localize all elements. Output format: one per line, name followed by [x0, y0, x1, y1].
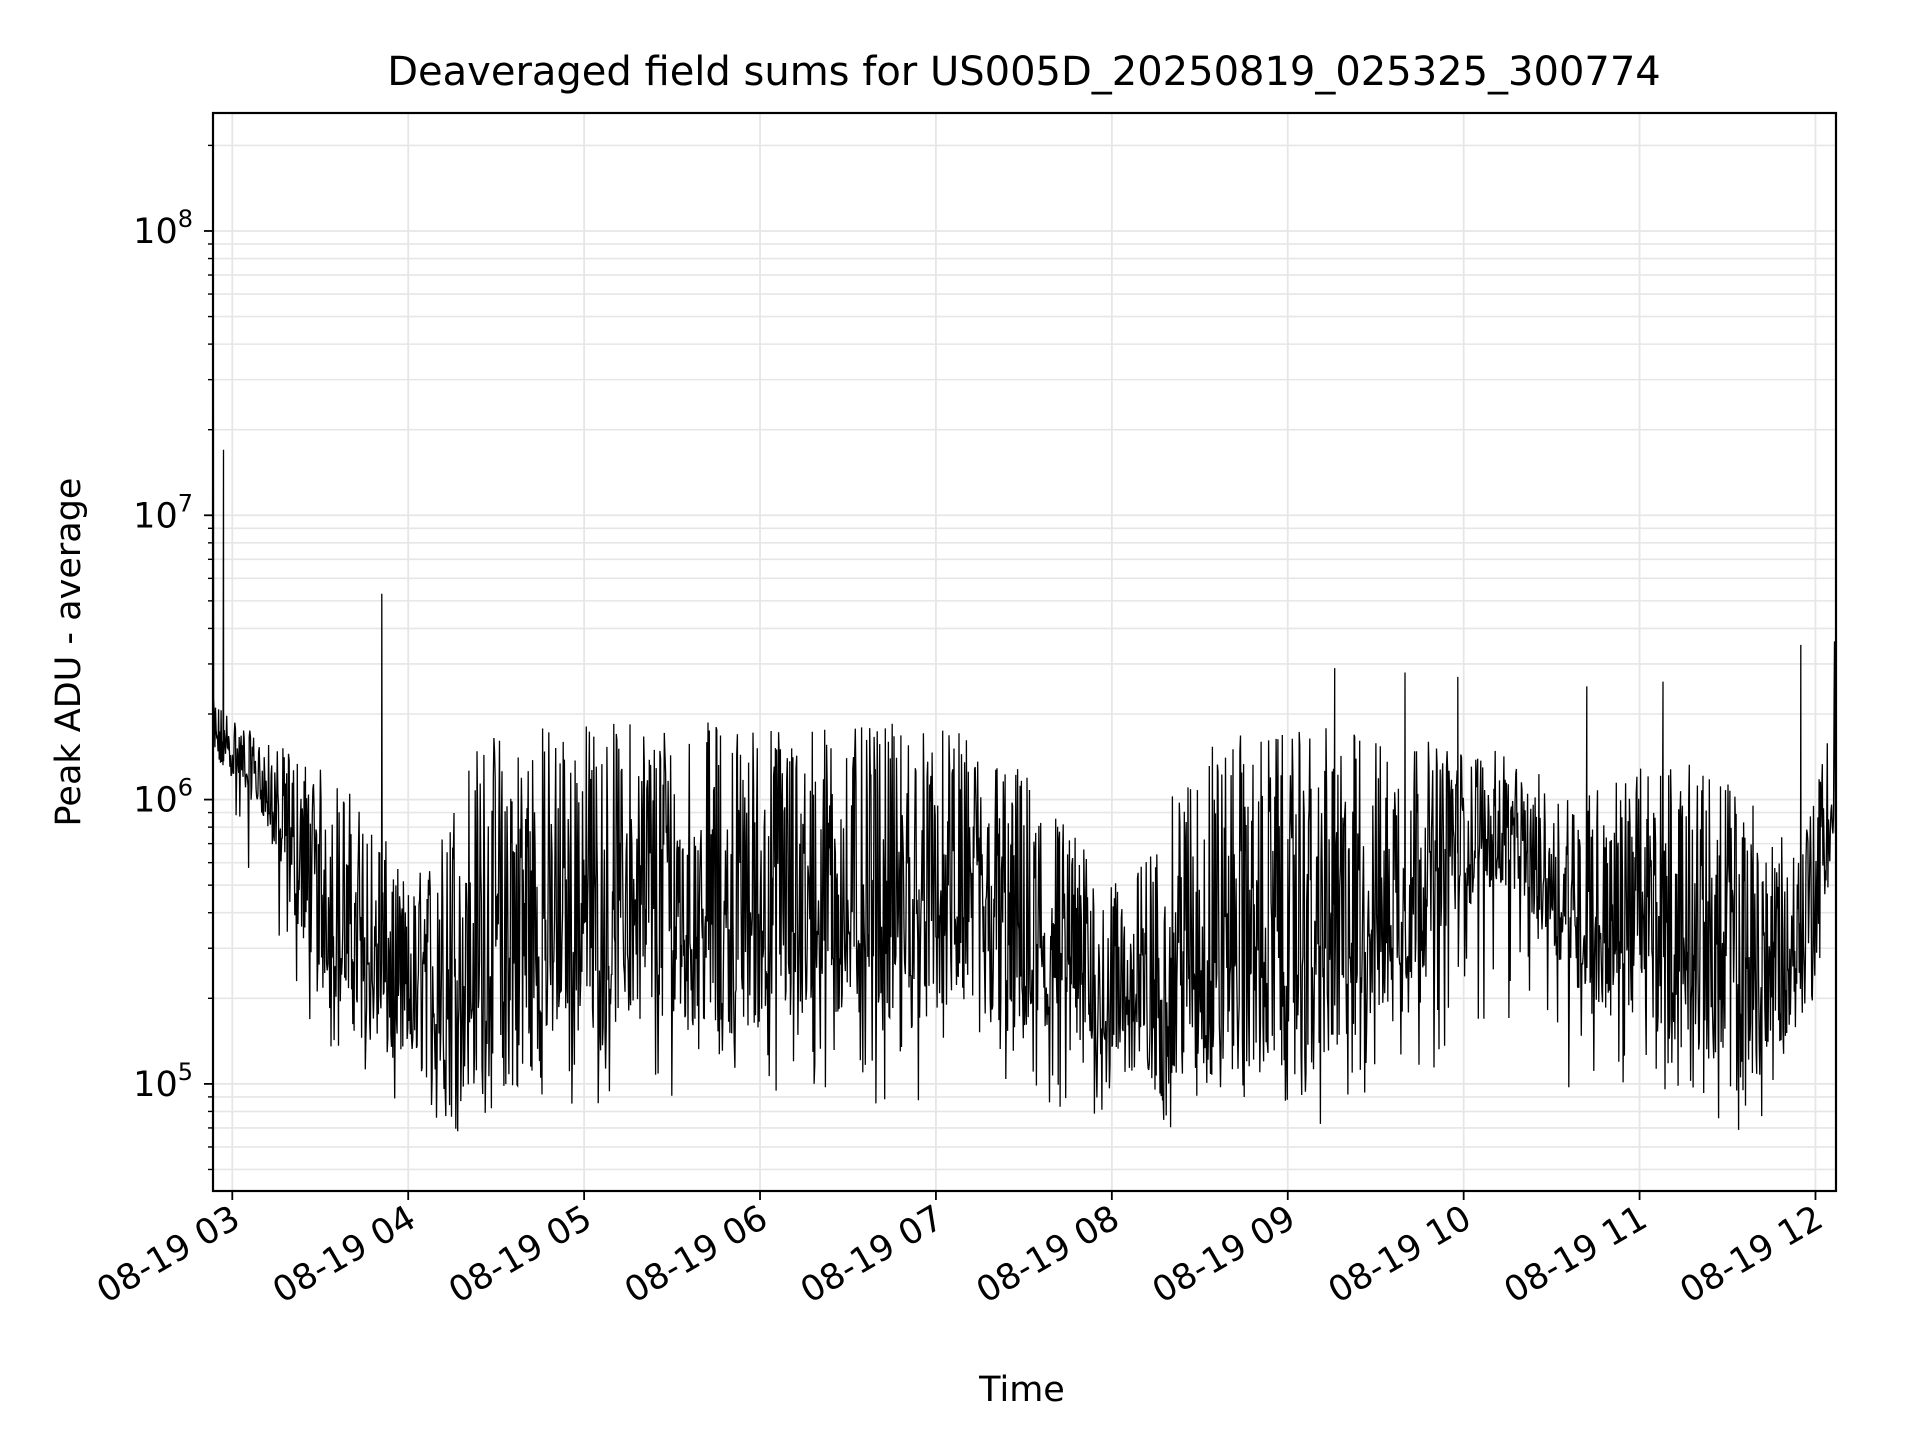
y-axis-label: Peak ADU - average: [49, 478, 89, 827]
plot-frame: [211, 111, 1838, 1193]
chart-title: Deaveraged field sums for US005D_2025081…: [387, 49, 1661, 95]
x-axis-label: Time: [978, 1370, 1065, 1410]
plot-area: [213, 158, 1836, 1132]
series-line: [213, 158, 1836, 1132]
